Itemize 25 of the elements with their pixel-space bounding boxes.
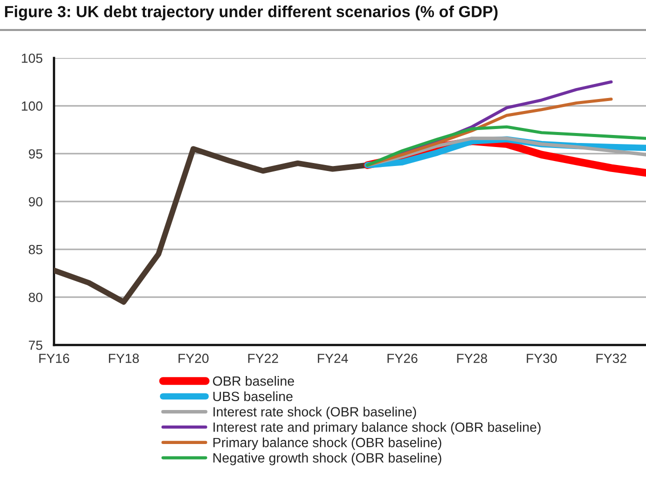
x-tick-label: FY18	[108, 354, 139, 364]
x-tick-label: FY22	[248, 354, 278, 363]
legend-label: Interest rate shock (OBR baseline)	[214, 406, 416, 420]
x-tick-label: FY26	[388, 354, 418, 364]
y-tick-label: 80	[28, 292, 42, 302]
line-series	[366, 125, 646, 167]
x-tick-label: FY16	[39, 354, 70, 364]
legend-label: Interest rate and primary balance shock (OBR baseline)	[214, 422, 541, 435]
legend-label: Negative growth shock (OBR baseline)	[213, 452, 442, 466]
line-series	[366, 98, 613, 167]
y-tick-label: 105	[22, 54, 42, 63]
x-tick-label: FY24	[318, 354, 348, 363]
legend-label: Primary balance shock (OBR baseline)	[213, 437, 442, 450]
y-tick-label: 90	[28, 197, 42, 206]
y-tick-label: 95	[28, 149, 42, 159]
x-tick-label: FY28	[457, 354, 488, 364]
y-tick-label: 85	[28, 244, 42, 254]
x-tick-label: FY30	[526, 354, 557, 364]
y-tick-label: 75	[28, 340, 42, 350]
x-tick-label: FY32	[596, 354, 626, 364]
legend-label: OBR baseline	[212, 376, 294, 386]
y-tick-label: 100	[22, 101, 42, 111]
x-tick-label: FY20	[178, 354, 209, 364]
legend-label: UBS baseline	[213, 391, 293, 402]
chart-title: Figure 3: UK debt trajectory under different scenarios (% of GDP)	[5, 6, 498, 20]
